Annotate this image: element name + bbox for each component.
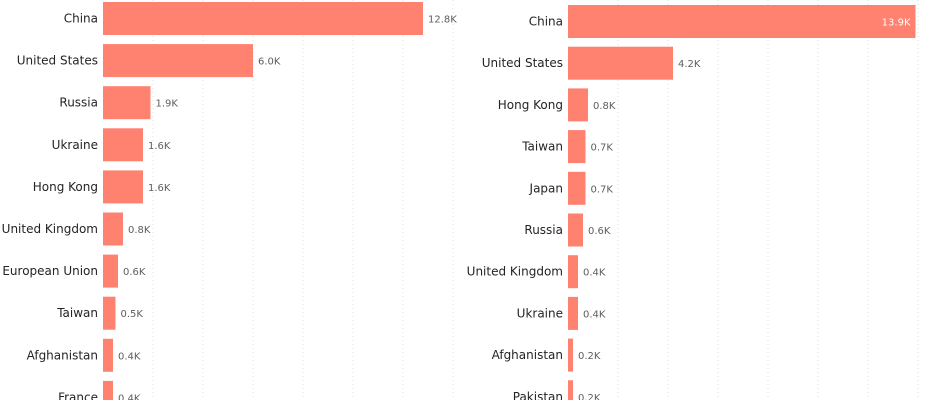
right-bar[interactable] xyxy=(568,213,583,247)
right-value-label: 0.8K xyxy=(593,101,616,112)
right-value-label: 0.4K xyxy=(583,268,606,279)
right-bar[interactable] xyxy=(568,296,578,330)
left-value-label: 1.6K xyxy=(148,141,171,152)
right-category-label: Afghanistan xyxy=(492,348,563,362)
left-category-label: France xyxy=(58,390,98,400)
right-category-label: Pakistan xyxy=(513,390,563,400)
right-value-label: 0.2K xyxy=(578,393,601,400)
left-value-label: 1.9K xyxy=(156,99,179,110)
right-category-label: Russia xyxy=(524,223,563,237)
left-bar[interactable] xyxy=(103,128,143,162)
left-category-label: Afghanistan xyxy=(27,348,98,362)
right-category-label: China xyxy=(529,15,563,29)
left-value-label: 0.5K xyxy=(121,309,144,320)
right-value-label: 0.4K xyxy=(583,309,606,320)
right-bar[interactable] xyxy=(568,88,588,122)
left-value-label: 1.6K xyxy=(148,183,171,194)
left-bar[interactable] xyxy=(103,86,151,120)
right-bar[interactable] xyxy=(568,130,586,164)
right-category-label: Japan xyxy=(529,181,563,195)
left-category-label: European Union xyxy=(2,264,98,278)
right-bar[interactable] xyxy=(568,338,573,372)
right-bar[interactable] xyxy=(568,46,673,80)
right-value-label: 0.6K xyxy=(588,226,611,237)
left-category-label: Russia xyxy=(59,96,98,110)
right-bar[interactable] xyxy=(568,171,586,205)
left-category-label: China xyxy=(64,12,98,26)
left-bar[interactable] xyxy=(103,2,423,35)
right-category-label: United Kingdom xyxy=(467,265,563,279)
right-value-label: 0.7K xyxy=(591,143,614,154)
left-value-label: 0.6K xyxy=(123,267,146,278)
right-category-label: Taiwan xyxy=(521,140,563,154)
left-value-label: 6.0K xyxy=(258,57,281,68)
right-category-label: Hong Kong xyxy=(498,98,563,112)
right-value-label: 4.2K xyxy=(678,59,701,70)
right-bar[interactable] xyxy=(568,380,573,400)
left-bar[interactable] xyxy=(103,380,113,400)
left-bar[interactable] xyxy=(103,170,143,204)
left-category-label: Hong Kong xyxy=(33,180,98,194)
left-bar[interactable] xyxy=(103,44,253,78)
left-value-label: 12.8K xyxy=(428,15,457,26)
right-category-label: United States xyxy=(482,56,563,70)
left-value-label: 0.4K xyxy=(118,351,141,362)
left-value-label: 0.4K xyxy=(118,393,141,400)
left-bar[interactable] xyxy=(103,212,123,246)
left-bar[interactable] xyxy=(103,338,113,372)
left-category-label: United States xyxy=(17,54,98,68)
left-category-label: United Kingdom xyxy=(2,222,98,236)
left-bar[interactable] xyxy=(103,296,116,330)
left-category-label: Ukraine xyxy=(52,138,98,152)
left-bar[interactable] xyxy=(103,254,118,288)
left-value-label: 0.8K xyxy=(128,225,151,236)
right-value-label: 13.9K xyxy=(882,18,911,29)
right-bar[interactable] xyxy=(568,5,916,38)
right-category-label: Ukraine xyxy=(517,306,563,320)
right-value-label: 0.7K xyxy=(591,184,614,195)
left-bar-chart: China 12.8K United States 6.0K Russia 1.9K Ukr… xyxy=(2,0,457,400)
right-bar[interactable] xyxy=(568,255,578,289)
left-category-label: Taiwan xyxy=(56,306,98,320)
right-value-label: 0.2K xyxy=(578,351,601,362)
right-bar-chart: China 13.9K United States 4.2K Hong Kong 0.8K… xyxy=(467,0,919,400)
